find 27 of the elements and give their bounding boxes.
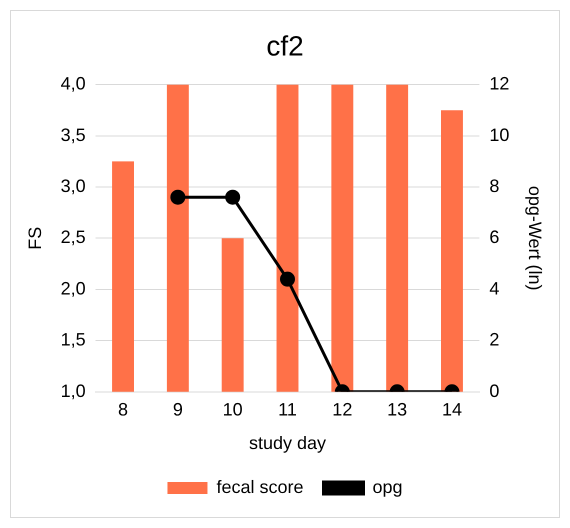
legend-label: opg — [372, 476, 403, 497]
x-tick-label: 8 — [118, 400, 128, 420]
x-tick-label: 14 — [442, 400, 462, 420]
x-tick-label: 11 — [278, 400, 297, 420]
x-axis-title: study day — [248, 433, 326, 454]
y-tick-label: 1,0 — [60, 380, 86, 401]
y2-tick-label: 6 — [489, 227, 500, 248]
legend-label: fecal score — [216, 476, 304, 497]
y2-tick-label: 8 — [489, 176, 500, 196]
y2-tick-label: 0 — [489, 380, 500, 401]
y-tick-label: 3,5 — [60, 124, 86, 145]
chart-title: cf2 — [266, 30, 304, 62]
x-tick-label: 12 — [332, 400, 352, 420]
y-tick-label: 2,5 — [60, 227, 86, 248]
x-tick-label: 10 — [222, 400, 243, 420]
y-tick-label: 4,0 — [60, 74, 86, 94]
y2-tick-label: 2 — [489, 330, 500, 350]
y-tick-label: 3,0 — [60, 176, 86, 196]
y-tick-label: 1,5 — [60, 330, 86, 350]
y2-tick-label: 12 — [489, 74, 510, 94]
y-axis-title: FS — [24, 226, 45, 250]
x-tick-label: 9 — [172, 400, 183, 420]
x-tick-label: 13 — [387, 400, 408, 420]
y2-axis-title: opg-Wert (ln) — [525, 186, 546, 291]
y2-tick-label: 10 — [489, 124, 510, 145]
y2-tick-label: 4 — [489, 278, 500, 298]
y-tick-label: 2,0 — [60, 278, 86, 298]
